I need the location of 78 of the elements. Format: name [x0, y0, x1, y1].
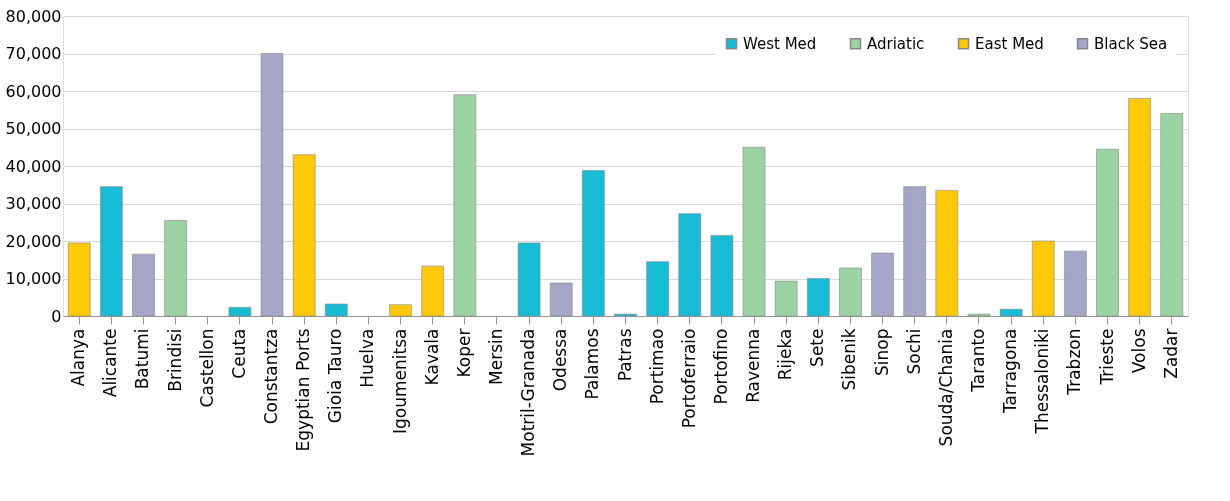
bar — [1064, 250, 1087, 317]
x-tick-label: Zadar — [1160, 328, 1181, 379]
bar — [871, 252, 894, 317]
x-tick-label: Souda/Chania — [935, 328, 956, 447]
bar — [292, 154, 316, 317]
x-tick-label: Castellon — [196, 328, 217, 408]
bar — [453, 94, 477, 317]
bar — [164, 220, 187, 317]
x-tick-label: Rijeka — [775, 328, 796, 381]
y-tick-label: 40,000 — [5, 156, 62, 176]
legend-label: West Med — [743, 34, 817, 53]
x-tick-label: Koper — [453, 328, 474, 378]
bar — [935, 190, 959, 317]
bar — [325, 303, 348, 317]
legend-label: Black Sea — [1094, 34, 1168, 53]
x-tick-label: Huelva — [357, 328, 378, 388]
x-tick-label: Taranto — [967, 328, 988, 393]
x-tick-label: Sinop — [871, 328, 892, 376]
bar — [582, 170, 605, 317]
x-tick-label: Trieste — [1096, 328, 1117, 386]
bar — [1096, 148, 1119, 317]
x-tick-label: Palamos — [582, 328, 603, 400]
bar — [100, 186, 123, 317]
y-tick-label: 80,000 — [5, 6, 62, 26]
x-tick-label: Sibenik — [839, 328, 860, 391]
y-tick-label: 20,000 — [5, 231, 62, 251]
x-tick-label: Mersin — [485, 328, 506, 385]
x-tick-label: Brindisi — [164, 328, 185, 392]
x-tick-label: Motril-Granada — [518, 328, 539, 457]
legend-label: Adriatic — [867, 34, 925, 53]
x-tick-label: Igoumenitsa — [389, 328, 410, 434]
bar — [1128, 98, 1151, 317]
bar — [549, 282, 573, 317]
bar — [742, 146, 766, 317]
bar — [67, 242, 91, 317]
x-tick-label: Thessaloniki — [1032, 328, 1053, 435]
y-tick-label: 10,000 — [5, 269, 62, 288]
x-tick-label: Portoferraio — [678, 328, 699, 429]
y-tick-label: 0 — [51, 306, 62, 326]
bar — [260, 53, 284, 317]
x-tick-label: Constantza — [261, 328, 282, 425]
bar — [678, 213, 702, 317]
bar — [1160, 113, 1184, 317]
bar — [710, 235, 734, 317]
bar — [999, 308, 1023, 317]
bar — [839, 267, 862, 317]
x-tick-label: Portimao — [646, 328, 667, 405]
legend-label: East Med — [975, 34, 1044, 53]
x-tick-label: Alicante — [100, 328, 121, 398]
y-tick-label: 30,000 — [5, 194, 62, 213]
x-tick-label: Portofino — [710, 328, 731, 405]
x-tick-label: Ravenna — [743, 328, 764, 403]
x-tick-label: Trabzon — [1064, 328, 1085, 396]
y-tick-label: 60,000 — [5, 81, 62, 101]
x-tick-label: Volos — [1128, 328, 1149, 374]
bar — [132, 253, 155, 317]
x-tick-label: Kavala — [421, 328, 442, 386]
x-tick-label: Gioia Tauro — [325, 328, 346, 424]
y-tick-label: 50,000 — [5, 119, 62, 138]
bar — [646, 261, 669, 317]
bar — [228, 307, 252, 317]
x-tick-label: Sete — [807, 328, 828, 367]
x-tick-label: Patras — [614, 328, 635, 382]
x-tick-label: Batumi — [132, 328, 153, 390]
bar — [389, 304, 412, 317]
bar — [517, 242, 541, 317]
x-tick-label: Alanya — [68, 328, 89, 387]
x-tick-label: Ceuta — [228, 328, 249, 379]
x-tick-label: Odessa — [550, 328, 571, 392]
x-tick-label: Egyptian Ports — [293, 328, 314, 452]
x-tick-label: Tarragona — [1000, 328, 1021, 414]
x-tick-label: Sochi — [903, 328, 924, 375]
bar — [1031, 240, 1055, 317]
y-tick-label: 70,000 — [5, 44, 62, 63]
bar — [774, 280, 798, 317]
bar — [903, 186, 926, 317]
bar — [421, 265, 444, 317]
bar — [807, 278, 830, 317]
